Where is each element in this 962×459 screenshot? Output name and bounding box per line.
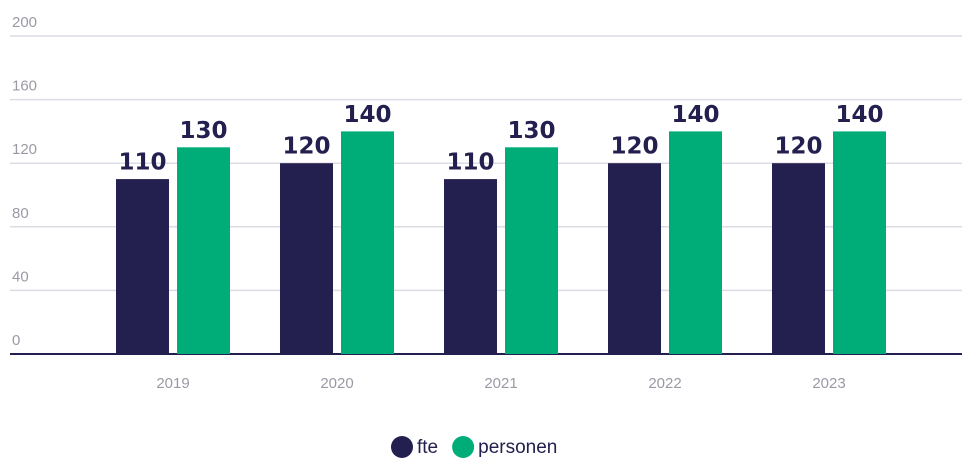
value-label: 120 [282, 134, 330, 160]
y-tick-label: 0 [12, 332, 20, 349]
y-tick-label: 120 [12, 141, 37, 158]
legend-swatch [391, 436, 413, 458]
x-tick-label: 2020 [320, 375, 353, 392]
value-label: 110 [118, 150, 166, 176]
bar [772, 163, 825, 354]
value-label: 120 [610, 134, 658, 160]
bar [833, 131, 886, 354]
y-tick-label: 40 [12, 268, 29, 285]
value-label: 120 [774, 134, 822, 160]
value-label: 130 [179, 118, 227, 144]
value-label: 130 [507, 118, 555, 144]
bar [444, 179, 497, 354]
x-tick-label: 2019 [156, 375, 189, 392]
value-label: 110 [446, 150, 494, 176]
value-label: 140 [343, 102, 391, 128]
bar [116, 179, 169, 354]
bar [341, 131, 394, 354]
legend-label: fte [417, 437, 438, 458]
value-label: 140 [671, 102, 719, 128]
x-tick-label: 2021 [484, 375, 517, 392]
bar [280, 163, 333, 354]
y-tick-label: 200 [12, 14, 37, 31]
value-label: 140 [835, 102, 883, 128]
bar [505, 147, 558, 354]
x-tick-label: 2022 [648, 375, 681, 392]
bar [608, 163, 661, 354]
y-tick-label: 160 [12, 78, 37, 95]
legend-label: personen [478, 437, 557, 458]
x-tick-label: 2023 [812, 375, 845, 392]
y-tick-label: 80 [12, 205, 29, 222]
bar [669, 131, 722, 354]
bar [177, 147, 230, 354]
legend-swatch [452, 436, 475, 458]
